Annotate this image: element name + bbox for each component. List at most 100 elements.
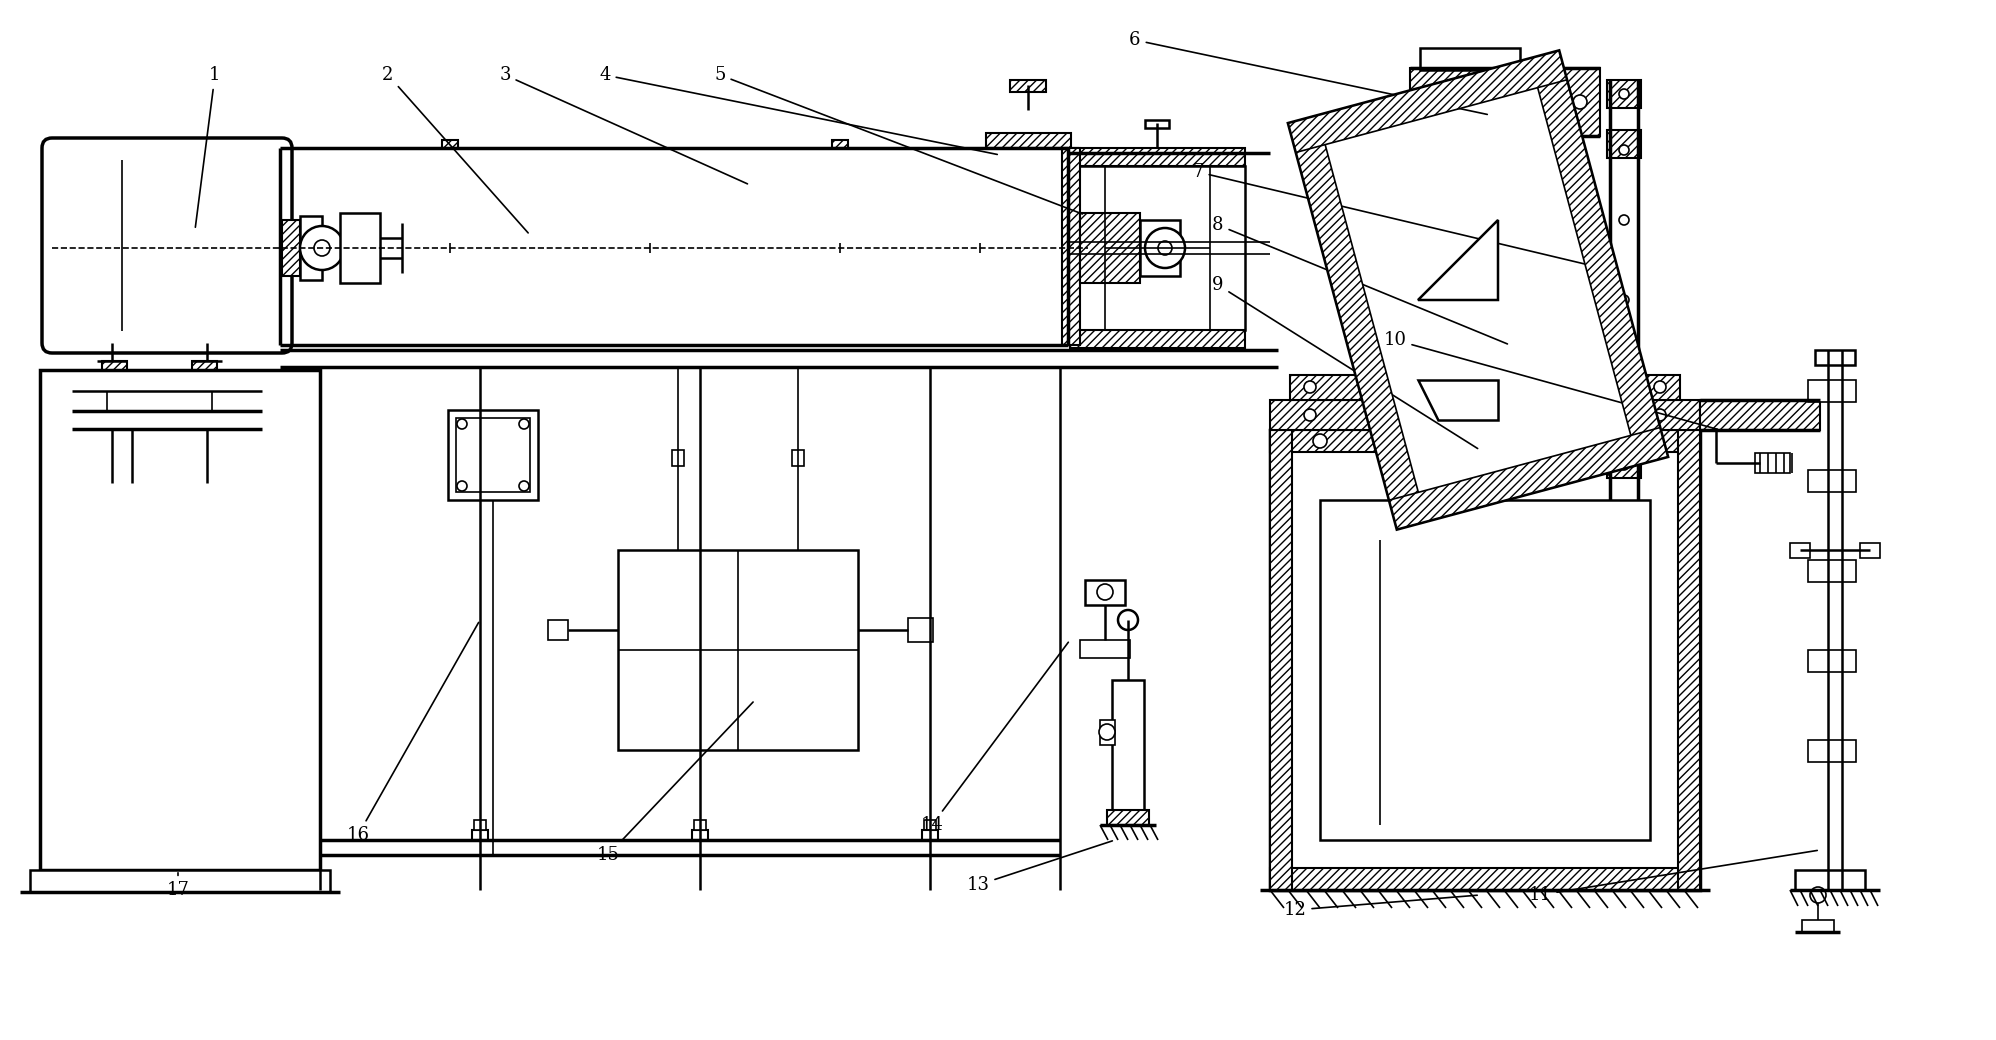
Circle shape [519, 480, 529, 491]
Polygon shape [1417, 220, 1499, 300]
Text: 8: 8 [1212, 216, 1507, 344]
Circle shape [1573, 95, 1587, 109]
Bar [1080, 640, 1130, 658]
Bar [1319, 500, 1651, 840]
Bar [1808, 740, 1856, 762]
Bar [1269, 430, 1291, 890]
Text: 9: 9 [1212, 276, 1477, 448]
Text: 14: 14 [920, 643, 1068, 834]
Bar [471, 830, 487, 840]
Text: 2: 2 [383, 66, 529, 233]
Bar [1070, 148, 1246, 166]
Bar [1607, 130, 1641, 158]
Bar [1269, 400, 1701, 430]
Bar [1607, 450, 1641, 478]
Bar [1679, 430, 1701, 890]
Circle shape [1453, 305, 1513, 365]
Bar [549, 620, 569, 640]
Text: 13: 13 [966, 841, 1112, 894]
Polygon shape [1289, 51, 1567, 153]
Bar [455, 418, 531, 492]
Bar [1066, 148, 1078, 246]
Bar [832, 140, 848, 148]
Circle shape [1619, 460, 1629, 470]
Text: 15: 15 [597, 702, 752, 864]
Circle shape [1303, 409, 1315, 421]
Circle shape [1463, 381, 1475, 393]
Text: 5: 5 [715, 66, 1082, 214]
Bar [1289, 375, 1681, 400]
Text: 10: 10 [1383, 331, 1717, 430]
Text: 1: 1 [196, 66, 222, 228]
Circle shape [1655, 381, 1667, 393]
Circle shape [1575, 381, 1587, 393]
Bar [1080, 213, 1140, 283]
Circle shape [1707, 408, 1727, 428]
Bar [1419, 48, 1521, 70]
Bar [693, 830, 709, 840]
Bar [1146, 120, 1170, 128]
Polygon shape [1529, 51, 1667, 465]
Bar [924, 820, 936, 830]
Circle shape [1633, 434, 1647, 448]
Bar [1860, 543, 1880, 558]
Bar [1790, 543, 1810, 558]
Bar [1269, 430, 1701, 452]
Circle shape [1619, 215, 1629, 225]
Bar [1808, 650, 1856, 672]
Bar [1108, 810, 1150, 825]
Bar [1070, 330, 1246, 348]
Bar [339, 213, 379, 283]
FancyBboxPatch shape [42, 138, 291, 353]
Bar [1062, 148, 1080, 345]
Bar [1754, 453, 1790, 473]
Bar [1010, 80, 1046, 92]
Bar [1269, 430, 1701, 890]
Bar [40, 370, 319, 870]
Bar [792, 450, 804, 466]
Circle shape [1473, 434, 1487, 448]
Text: 3: 3 [499, 66, 747, 184]
Text: 12: 12 [1283, 895, 1477, 919]
Bar [1269, 868, 1701, 890]
Circle shape [1303, 381, 1315, 393]
Bar [1808, 560, 1856, 582]
Bar [1607, 360, 1641, 388]
Circle shape [1403, 451, 1415, 463]
Circle shape [1575, 409, 1587, 421]
Circle shape [1553, 434, 1567, 448]
Bar [619, 550, 858, 750]
Bar [1409, 68, 1601, 136]
Circle shape [1619, 295, 1629, 305]
Polygon shape [1289, 51, 1667, 529]
Text: 17: 17 [166, 873, 190, 899]
Polygon shape [1289, 115, 1425, 529]
Circle shape [1515, 451, 1527, 463]
Circle shape [1810, 887, 1826, 903]
Circle shape [1619, 145, 1629, 155]
Bar [299, 216, 321, 280]
Bar [1794, 870, 1864, 890]
Bar [1808, 380, 1856, 402]
Text: 4: 4 [599, 66, 998, 155]
Bar [102, 361, 128, 391]
Circle shape [313, 240, 329, 256]
Bar [1607, 80, 1641, 108]
Bar [1086, 580, 1126, 605]
Bar [1802, 920, 1834, 932]
Circle shape [1655, 409, 1667, 421]
Bar [30, 870, 329, 892]
Bar [1140, 220, 1180, 276]
Circle shape [1383, 381, 1395, 393]
Bar [922, 830, 938, 840]
Bar [1808, 470, 1856, 492]
Bar [281, 220, 299, 276]
Bar [673, 450, 685, 466]
Text: 16: 16 [347, 622, 479, 844]
Circle shape [1118, 610, 1138, 630]
Circle shape [1158, 241, 1172, 255]
Circle shape [1313, 434, 1327, 448]
Circle shape [1098, 584, 1114, 600]
Bar [447, 410, 539, 500]
Circle shape [457, 419, 467, 428]
